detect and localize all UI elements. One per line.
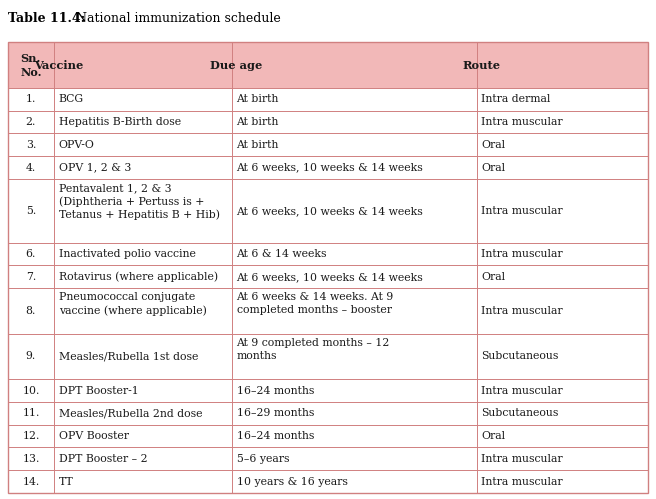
Text: Oral: Oral: [481, 431, 505, 441]
Text: Table 11.4:: Table 11.4:: [8, 12, 85, 25]
Text: 13.: 13.: [22, 454, 39, 464]
Bar: [8, 334, 648, 379]
Text: 5–6 years: 5–6 years: [237, 454, 289, 464]
Text: At 6 weeks & 14 weeks. At 9
completed months – booster: At 6 weeks & 14 weeks. At 9 completed mo…: [237, 292, 394, 315]
Text: Intra muscular: Intra muscular: [481, 386, 563, 396]
Bar: [8, 88, 648, 111]
Text: At birth: At birth: [237, 140, 279, 150]
Text: Oral: Oral: [481, 140, 505, 150]
Text: Intra muscular: Intra muscular: [481, 454, 563, 464]
Text: 16–24 months: 16–24 months: [237, 386, 314, 396]
Bar: [8, 243, 648, 265]
Bar: [8, 265, 648, 288]
Text: 5.: 5.: [26, 206, 36, 216]
Text: 14.: 14.: [22, 477, 39, 487]
Bar: [8, 288, 648, 334]
Text: At birth: At birth: [237, 94, 279, 104]
Text: Route: Route: [462, 60, 500, 71]
Text: 4.: 4.: [26, 163, 36, 173]
Text: Oral: Oral: [481, 163, 505, 173]
Text: Pentavalent 1, 2 & 3
(Diphtheria + Pertuss is +
Tetanus + Hepatitis B + Hib): Pentavalent 1, 2 & 3 (Diphtheria + Pertu…: [58, 183, 220, 220]
Text: 3.: 3.: [26, 140, 36, 150]
Text: 11.: 11.: [22, 408, 39, 418]
Text: Measles/Rubella 2nd dose: Measles/Rubella 2nd dose: [58, 408, 202, 418]
Text: 12.: 12.: [22, 431, 39, 441]
Text: Rotavirus (where applicable): Rotavirus (where applicable): [58, 271, 218, 282]
Text: Due age: Due age: [211, 60, 262, 71]
Text: 10.: 10.: [22, 386, 39, 396]
Text: Intra muscular: Intra muscular: [481, 477, 563, 487]
Text: DPT Booster-1: DPT Booster-1: [58, 386, 138, 396]
Text: At 9 completed months – 12
months: At 9 completed months – 12 months: [237, 338, 390, 360]
Bar: [8, 425, 648, 448]
Text: At birth: At birth: [237, 117, 279, 127]
Text: OPV Booster: OPV Booster: [58, 431, 129, 441]
Bar: [8, 402, 648, 425]
Text: Subcutaneous: Subcutaneous: [481, 351, 558, 361]
Text: Hepatitis B-Birth dose: Hepatitis B-Birth dose: [58, 117, 180, 127]
Bar: [8, 42, 648, 88]
Text: OPV 1, 2 & 3: OPV 1, 2 & 3: [58, 163, 131, 173]
Text: BCG: BCG: [58, 94, 84, 104]
Bar: [8, 379, 648, 402]
Text: 16–24 months: 16–24 months: [237, 431, 314, 441]
Text: TT: TT: [58, 477, 73, 487]
Text: 7.: 7.: [26, 272, 36, 282]
Bar: [8, 156, 648, 179]
Text: Oral: Oral: [481, 272, 505, 282]
Text: 9.: 9.: [26, 351, 36, 361]
Text: Measles/Rubella 1st dose: Measles/Rubella 1st dose: [58, 351, 198, 361]
Text: Pneumococcal conjugate
vaccine (where applicable): Pneumococcal conjugate vaccine (where ap…: [58, 292, 207, 316]
Text: Intra muscular: Intra muscular: [481, 306, 563, 316]
Text: Inactivated polio vaccine: Inactivated polio vaccine: [58, 249, 195, 259]
Text: 10 years & 16 years: 10 years & 16 years: [237, 477, 348, 487]
Text: National immunization schedule: National immunization schedule: [68, 12, 281, 25]
Text: 6.: 6.: [26, 249, 36, 259]
Text: 8.: 8.: [26, 306, 36, 316]
Bar: [8, 133, 648, 156]
Text: DPT Booster – 2: DPT Booster – 2: [58, 454, 147, 464]
Text: Subcutaneous: Subcutaneous: [481, 408, 558, 418]
Text: At 6 & 14 weeks: At 6 & 14 weeks: [237, 249, 327, 259]
Bar: [8, 111, 648, 133]
Text: OPV-O: OPV-O: [58, 140, 94, 150]
Text: 16–29 months: 16–29 months: [237, 408, 314, 418]
Text: 1.: 1.: [26, 94, 36, 104]
Text: Intra muscular: Intra muscular: [481, 117, 563, 127]
Text: At 6 weeks, 10 weeks & 14 weeks: At 6 weeks, 10 weeks & 14 weeks: [237, 206, 423, 216]
Text: Intra dermal: Intra dermal: [481, 94, 550, 104]
Text: At 6 weeks, 10 weeks & 14 weeks: At 6 weeks, 10 weeks & 14 weeks: [237, 272, 423, 282]
Bar: [8, 470, 648, 493]
Text: Intra muscular: Intra muscular: [481, 249, 563, 259]
Text: At 6 weeks, 10 weeks & 14 weeks: At 6 weeks, 10 weeks & 14 weeks: [237, 163, 423, 173]
Text: Sn.
No.: Sn. No.: [20, 52, 42, 78]
Text: Vaccine: Vaccine: [34, 60, 83, 71]
Bar: [8, 448, 648, 470]
Text: 2.: 2.: [26, 117, 36, 127]
Text: Intra muscular: Intra muscular: [481, 206, 563, 216]
